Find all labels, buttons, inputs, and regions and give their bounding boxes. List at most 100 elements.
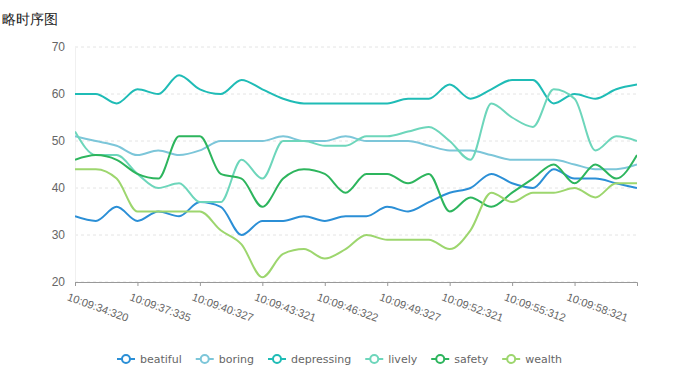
grid: [75, 47, 637, 282]
x-tick-label: 10:09:43:321: [253, 291, 317, 324]
x-tick: [470, 282, 471, 286]
legend-item: lively: [365, 353, 417, 366]
legend-label: lively: [388, 353, 417, 366]
x-tick-mark: [470, 282, 471, 286]
x-tick-label: 10:09:34:320: [66, 291, 130, 324]
legend-label: boring: [219, 353, 254, 366]
x-tick-mark: [283, 282, 284, 286]
x-tick-mark: [117, 282, 118, 286]
x-tick: 10:09:46:322: [316, 282, 380, 324]
x-tick: 10:09:52:321: [440, 282, 504, 324]
y-axis-line: [75, 48, 76, 283]
x-tick: 10:09:37:335: [128, 282, 192, 324]
x-tick-label: 10:09:37:335: [128, 291, 192, 324]
legend-item: safety: [431, 353, 488, 366]
legend-swatch-dot: [122, 355, 130, 363]
lines: [75, 75, 637, 277]
x-tick: 10:09:40:327: [191, 282, 255, 324]
y-tick-label: 40: [52, 181, 66, 195]
x-tick: [491, 282, 492, 286]
legend-label: beatiful: [140, 353, 182, 366]
x-tick-mark: [491, 282, 492, 286]
x-tick-mark: [158, 282, 159, 286]
x-tick-mark: [533, 282, 534, 286]
x-tick-label: 10:09:49:327: [378, 291, 442, 324]
legend-swatch-dot: [201, 355, 209, 363]
legend-swatch-dot: [507, 355, 515, 363]
legend-label: safety: [454, 353, 488, 366]
x-tick-mark: [637, 282, 638, 286]
x-tick-mark: [450, 282, 451, 286]
x-tick-label: 10:09:46:322: [316, 291, 380, 324]
x-tick: 10:09:58:321: [565, 282, 629, 324]
x-tick-mark: [221, 282, 222, 286]
y-tick: 50: [52, 134, 75, 148]
x-tick: [616, 282, 617, 286]
series-line: [75, 89, 637, 202]
x-tick: [179, 282, 180, 286]
x-tick-mark: [200, 282, 201, 286]
x-tick: [117, 282, 118, 286]
x-tick-mark: [429, 282, 430, 286]
x-tick-mark: [346, 282, 347, 286]
x-tick-mark: [595, 282, 596, 286]
x-tick-mark: [137, 282, 138, 286]
x-tick-mark: [262, 282, 263, 286]
x-axis-line: [76, 283, 638, 287]
x-tick: [158, 282, 159, 286]
legend-item: boring: [196, 353, 254, 366]
x-tick: [283, 282, 284, 286]
x-tick: [304, 282, 305, 286]
x-tick-mark: [366, 282, 367, 286]
grid-line: [75, 47, 637, 48]
y-tick: 60: [52, 87, 75, 101]
x-tick-label: 10:09:58:321: [565, 291, 629, 324]
series-line: [75, 169, 637, 277]
x-tick-mark: [325, 282, 326, 286]
grid-line: [75, 235, 637, 236]
x-tick: 10:09:49:327: [378, 282, 442, 324]
x-tick: 10:09:34:320: [66, 282, 130, 324]
x-tick: [242, 282, 243, 286]
legend: beatiful boring depressing lively safety weal…: [117, 353, 562, 366]
x-tick: [408, 282, 409, 286]
chart-title: 略时序图: [2, 11, 58, 27]
y-tick: 30: [52, 228, 75, 242]
x-tick-label: 10:09:52:321: [440, 291, 504, 324]
x-tick-mark: [616, 282, 617, 286]
legend-swatch-dot: [436, 355, 444, 363]
x-axis: 10:09:34:32010:09:37:33510:09:40:32710:0…: [66, 282, 638, 324]
x-tick-mark: [408, 282, 409, 286]
x-tick-label: 10:09:55:312: [503, 291, 567, 324]
x-tick-label: 10:09:40:327: [191, 291, 255, 324]
x-tick-mark: [179, 282, 180, 286]
x-tick-mark: [242, 282, 243, 286]
x-tick-mark: [96, 282, 97, 286]
x-tick: [96, 282, 97, 286]
x-tick-mark: [387, 282, 388, 286]
legend-swatch-dot: [273, 355, 281, 363]
x-tick: [637, 282, 638, 286]
x-tick-mark: [512, 282, 513, 286]
x-tick: [366, 282, 367, 286]
legend-swatch-dot: [370, 355, 378, 363]
x-tick-mark: [304, 282, 305, 286]
y-tick-label: 60: [52, 87, 66, 101]
x-tick-mark: [554, 282, 555, 286]
y-tick-label: 20: [52, 275, 66, 289]
y-tick: 20: [52, 275, 75, 289]
legend-label: depressing: [291, 353, 351, 366]
x-tick: [595, 282, 596, 286]
legend-item: beatiful: [117, 353, 182, 366]
y-tick: 70: [52, 40, 75, 54]
x-tick: [346, 282, 347, 286]
series-line: [75, 136, 637, 211]
x-tick: 10:09:55:312: [503, 282, 567, 324]
x-tick: 10:09:43:321: [253, 282, 317, 324]
x-tick: [533, 282, 534, 286]
y-tick: 40: [52, 181, 75, 195]
x-tick: [429, 282, 430, 286]
legend-item: wealth: [502, 353, 562, 366]
x-tick-mark: [575, 282, 576, 286]
x-tick: [554, 282, 555, 286]
